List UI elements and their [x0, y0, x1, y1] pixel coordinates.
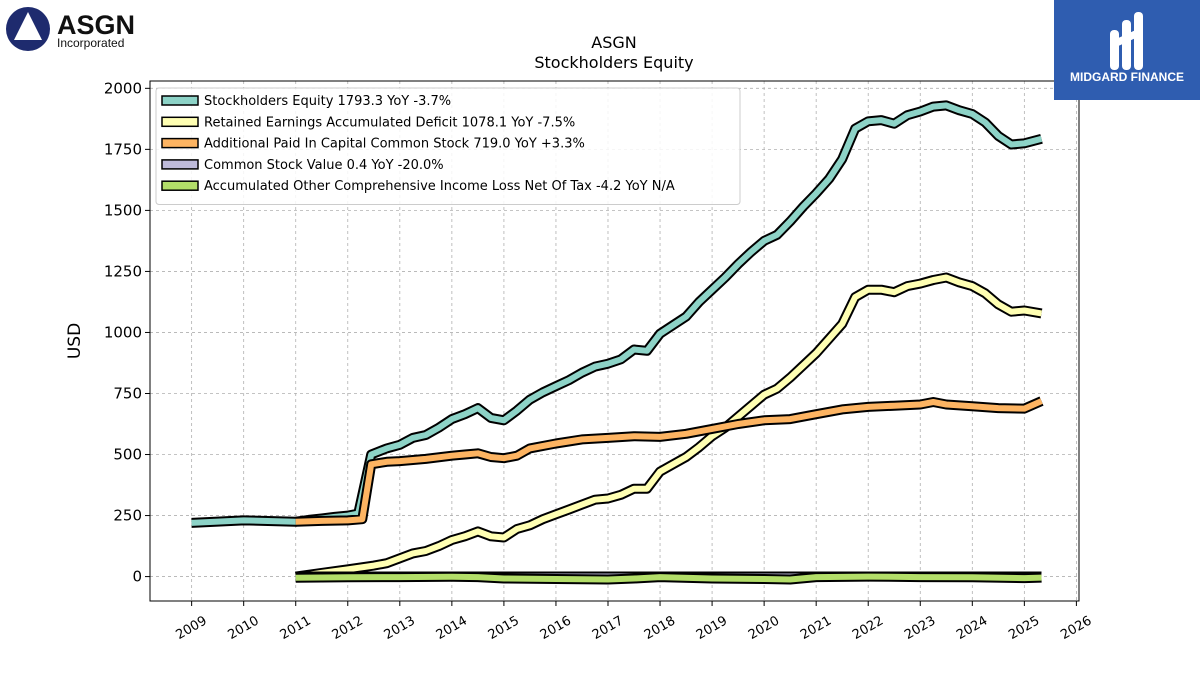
y-tick-label: 0: [132, 568, 142, 586]
y-tick-label: 500: [113, 446, 142, 464]
chart-title: ASGN: [591, 33, 636, 52]
series-line-1: [295, 274, 1043, 580]
x-tick-label: 2024: [954, 613, 990, 643]
x-axis: 2009 2010 2011 2012 2013 2014 2015 2016 2017 2018…: [173, 601, 1094, 643]
series-line-2: [295, 398, 1043, 525]
legend-swatch-3: [161, 159, 199, 170]
legend-entry-3: Common Stock Value 0.4 YoY -20.0%: [204, 158, 444, 173]
asgn-logo-word: ASGN: [57, 10, 135, 40]
legend-swatch-4: [161, 180, 199, 191]
legend: Stockholders Equity 1793.3 YoY -3.7% Reta…: [155, 87, 741, 205]
y-tick-label: 1500: [104, 201, 142, 219]
x-tick-label: 2019: [694, 613, 730, 643]
x-tick-label: 2020: [746, 613, 782, 643]
plot-frame: [149, 80, 1080, 602]
y-axis-label: USD: [65, 323, 85, 359]
y-tick-label: 750: [113, 384, 142, 402]
midgard-logo-mark-icon: MIDGARD FINANCE: [1070, 12, 1184, 84]
x-tick-label: 2009: [173, 613, 209, 643]
y-tick-label: 2000: [104, 79, 142, 97]
x-tick-label: 2014: [434, 613, 470, 643]
x-tick-label: 2026: [1058, 613, 1094, 643]
legend-entry-1: Retained Earnings Accumulated Deficit 10…: [204, 115, 575, 130]
asgn-logo-triangle-icon: [14, 12, 42, 40]
x-tick-label: 2018: [642, 613, 678, 643]
midgard-watermark-text: MIDGARD FINANCE: [1070, 70, 1184, 84]
legend-entry-0: Stockholders Equity 1793.3 YoY -3.7%: [204, 94, 451, 109]
asgn-logo: ASGN Incorporated: [6, 7, 135, 51]
x-tick-label: 2022: [850, 613, 886, 643]
x-tick-label: 2015: [486, 613, 522, 643]
y-tick-label: 1000: [104, 323, 142, 341]
legend-box: [155, 87, 741, 205]
legend-entry-2: Additional Paid In Capital Common Stock …: [204, 137, 585, 152]
y-axis: 0 250 500 750 1000 1250 1500 1750 2000: [104, 79, 150, 586]
y-tick-label: 250: [113, 507, 142, 525]
x-tick-label: 2017: [590, 613, 626, 643]
x-tick-label: 2013: [382, 613, 418, 643]
legend-entry-4: Accumulated Other Comprehensive Income L…: [204, 179, 675, 194]
legend-swatch-0: [161, 95, 199, 106]
x-tick-label: 2025: [1006, 613, 1042, 643]
x-tick-label: 2010: [226, 613, 262, 643]
y-tick-label: 1750: [104, 140, 142, 158]
x-tick-label: 2021: [798, 613, 834, 643]
legend-swatch-2: [161, 137, 199, 149]
x-tick-label: 2016: [538, 613, 574, 643]
x-tick-label: 2011: [278, 613, 314, 643]
chart-subtitle: Stockholders Equity: [534, 53, 693, 72]
series-line-0: [191, 102, 1043, 526]
midgard-finance-watermark: MIDGARD FINANCE: [1054, 0, 1200, 100]
series-line-4: [295, 573, 1042, 583]
series-layer: [191, 100, 1044, 585]
legend-swatch-1: [161, 116, 199, 128]
asgn-logo-sub: Incorporated: [57, 36, 124, 50]
y-tick-label: 1250: [104, 262, 142, 280]
x-tick-label: 2023: [902, 613, 938, 643]
x-tick-label: 2012: [330, 613, 366, 643]
